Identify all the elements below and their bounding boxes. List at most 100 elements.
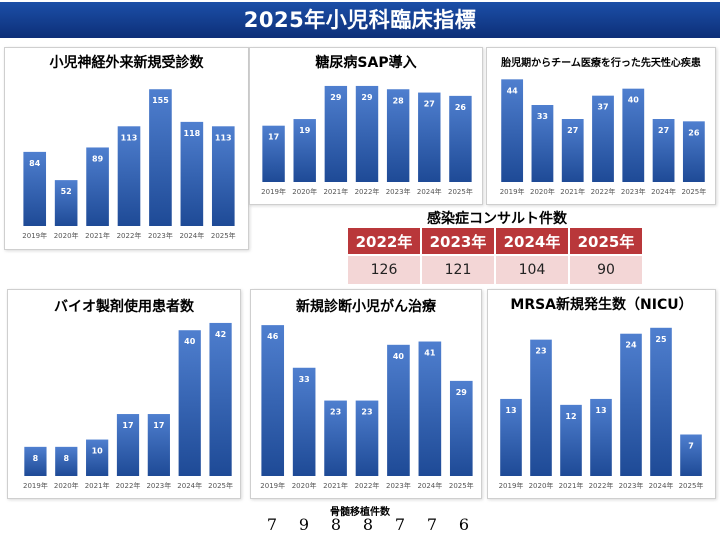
tick-label-bio-3: 2022年 [116,481,141,490]
page-title: 2025年小児科臨床指標 [0,2,720,38]
data-label-mrsa-2: 12 [565,412,576,421]
bar-fetal-5 [652,119,675,182]
data-label-sap-5: 27 [424,100,435,109]
bar-sap-1 [293,119,316,182]
data-label-cancer-0: 46 [267,332,279,341]
bone-marrow-value: 7 [426,515,438,534]
data-label-neuro-6: 113 [215,133,232,142]
data-label-bio-4: 17 [153,421,164,430]
bar-fetal-1 [531,105,554,182]
infection-value-2022: 126 [348,254,420,284]
data-label-mrsa-3: 13 [595,406,606,415]
data-label-bio-3: 17 [122,421,133,430]
chart-fetal-panel: 胎児期からチーム医療を行った先天性心疾患 44 2019年 33 2020年 27 202… [486,47,716,205]
data-label-cancer-1: 33 [299,375,310,384]
tick-label-sap-2: 2021年 [323,187,348,196]
tick-label-cancer-4: 2023年 [386,481,411,490]
chart-mrsa-title: MRSA新規発生数（NICU） [510,297,693,313]
data-label-bio-6: 42 [215,330,226,339]
chart-mrsa-panel: MRSA新規発生数（NICU） 13 2019年 23 2020年 12 2021年 13 2… [487,289,716,499]
bone-marrow-value: 9 [298,515,310,534]
tick-label-bio-1: 2020年 [54,481,79,490]
bar-cancer-1 [292,367,316,476]
tick-label-neuro-0: 2019年 [22,231,47,240]
tick-label-mrsa-4: 2023年 [619,481,644,490]
bar-bio-5 [178,330,201,476]
bone-marrow-value: 8 [362,515,374,534]
data-label-fetal-5: 27 [658,126,669,135]
tick-label-cancer-1: 2020年 [292,481,317,490]
data-label-neuro-3: 113 [121,133,138,142]
bar-sap-4 [386,89,410,182]
bar-sap-3 [355,85,379,182]
bar-mrsa-0 [500,398,522,476]
bar-bio-2 [86,439,109,476]
data-label-cancer-6: 29 [456,388,468,397]
bar-mrsa-3 [590,398,612,476]
data-label-cancer-4: 40 [393,352,405,361]
data-label-mrsa-1: 23 [535,347,546,356]
bar-bio-0 [24,446,47,476]
infection-value-2025: 90 [570,254,642,284]
tick-label-sap-5: 2024年 [417,187,442,196]
chart-sap-plot: 17 2019年 19 2020年 29 2021年 29 2022年 28 2023年 27 202… [261,85,473,196]
data-label-bio-0: 8 [33,454,39,463]
data-label-cancer-5: 41 [424,349,436,358]
chart-neuro-plot: 84 2019年 52 2020年 89 2021年 113 2022年 155 2023年 118… [22,89,236,240]
infection-col-2023: 2023年 [422,228,494,254]
bone-marrow-value: 8 [330,515,342,534]
bar-cancer-2 [324,400,347,476]
bar-sap-0 [262,125,285,182]
data-label-fetal-3: 37 [597,103,608,112]
infection-value-2023: 121 [422,254,494,284]
data-label-fetal-6: 26 [688,128,700,137]
chart-mrsa-plot: 13 2019年 23 2020年 12 2021年 13 2022年 24 2023年 25 202… [499,327,703,490]
bar-sap-2 [324,85,348,182]
data-label-neuro-2: 89 [92,154,104,163]
bar-bio-3 [116,414,140,476]
bar-sap-6 [449,95,472,182]
bar-mrsa-1 [530,339,552,476]
tick-label-bio-4: 2023年 [146,481,171,490]
tick-label-bio-2: 2021年 [85,481,110,490]
chart-fetal-title: 胎児期からチーム医療を行った先天性心疾患 [501,58,701,69]
chart-bio-plot: 8 2019年 8 2020年 10 2021年 17 2022年 17 2023年 40 2024年… [23,322,233,490]
tick-label-neuro-1: 2020年 [54,231,79,240]
bar-neuro-1 [54,180,78,226]
tick-label-bio-0: 2019年 [23,481,48,490]
bar-mrsa-4 [620,333,642,476]
bar-cancer-0 [261,325,285,476]
bar-fetal-2 [561,119,584,182]
data-label-fetal-1: 33 [537,112,548,121]
tick-label-sap-3: 2022年 [355,187,380,196]
data-label-bio-2: 10 [92,447,104,456]
tick-label-fetal-3: 2022年 [591,187,616,196]
infection-col-2025: 2025年 [570,228,642,254]
tick-label-bio-5: 2024年 [177,481,202,490]
infection-value-row: 126 121 104 90 [348,254,642,284]
tick-label-sap-1: 2020年 [292,187,317,196]
bar-sap-5 [418,92,441,182]
chart-sap-title: 糖尿病SAP導入 [315,55,417,71]
chart-sap-panel: 糖尿病SAP導入 17 2019年 19 2020年 29 2021年 29 2022年 28 2… [249,47,483,205]
data-label-fetal-4: 40 [628,96,640,105]
tick-label-neuro-5: 2024年 [179,231,204,240]
tick-label-cancer-0: 2019年 [260,481,285,490]
data-label-mrsa-4: 24 [625,341,637,350]
data-label-sap-4: 28 [393,96,405,105]
data-label-sap-3: 29 [361,93,373,102]
tick-label-cancer-5: 2024年 [417,481,442,490]
tick-label-neuro-2: 2021年 [85,231,110,240]
chart-cancer-plot: 46 2019年 33 2020年 23 2021年 23 2022年 40 2023年 41 202… [260,325,474,490]
bar-neuro-3 [117,126,141,226]
tick-label-bio-6: 2025年 [208,481,233,490]
bar-neuro-0 [23,151,47,226]
bone-marrow-value: 6 [458,515,470,534]
tick-label-sap-6: 2025年 [448,187,473,196]
infection-col-2024: 2024年 [496,228,568,254]
tick-label-mrsa-5: 2024年 [649,481,674,490]
bar-neuro-6 [211,126,235,226]
infection-title: 感染症コンサルト件数 [427,211,567,227]
bar-mrsa-2 [560,404,582,476]
tick-label-fetal-2: 2021年 [560,187,585,196]
